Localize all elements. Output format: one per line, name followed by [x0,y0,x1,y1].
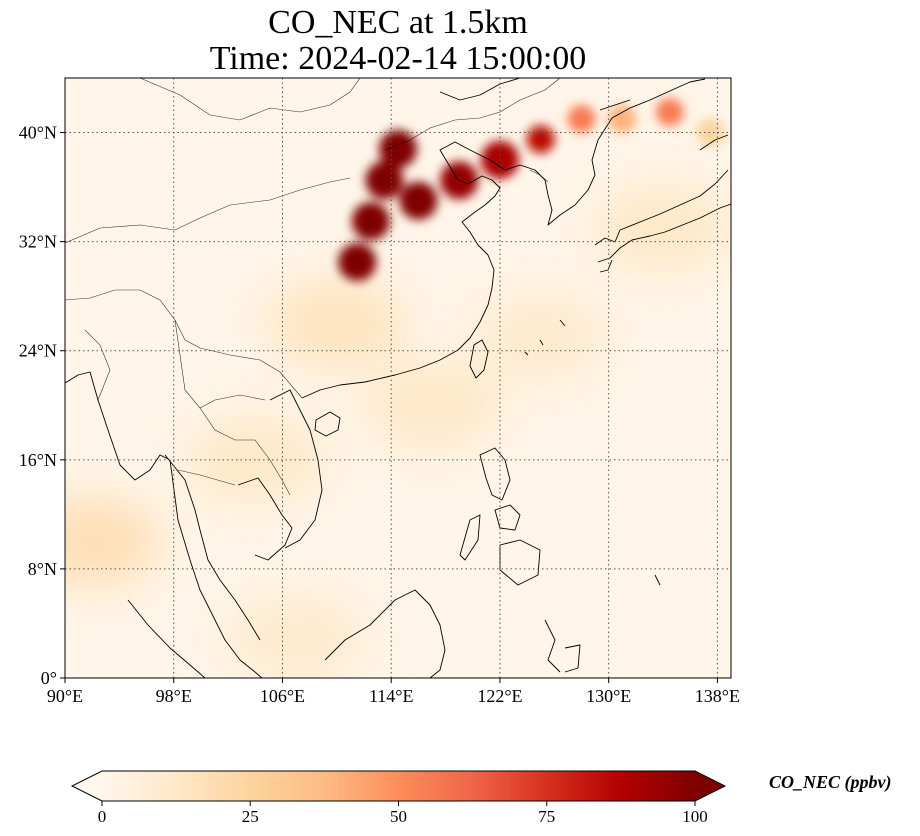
x-tick-label: 90°E [47,686,83,706]
bg-patch [593,183,731,273]
y-tick-label: 40°N [19,123,57,143]
colorbar-label: CO_NEC (ppbv) [769,772,892,793]
plume-point [696,118,725,147]
x-tick-label: 114°E [369,686,414,706]
bg-patch [266,278,407,369]
x-tick-label: 138°E [695,686,740,706]
colorbar-tick-label: 75 [538,807,555,826]
y-axis: 0° 8°N 16°N 24°N 32°N 40°N [19,123,65,688]
y-tick-label: 32°N [19,232,57,252]
plume-point [526,125,555,154]
concentration-plume [338,98,725,282]
x-tick-label: 122°E [477,686,522,706]
bg-patch [65,496,163,587]
gridlines [65,78,731,678]
coastlines [65,78,731,678]
colorbar-extend-high [695,771,725,801]
colorbar-tick-label: 0 [98,807,107,826]
plume-point [567,104,596,133]
x-axis: 90°E 98°E 106°E 114°E 122°E 130°E 138°E [47,678,740,706]
colorbar-tick-label: 100 [682,807,708,826]
bg-patch [361,360,502,451]
colorbar-ticks: 0 25 50 75 100 [98,801,708,826]
plume-point [379,129,417,168]
plume-point [338,243,377,282]
y-tick-label: 0° [41,668,57,688]
bg-patch [470,292,611,383]
plume-point [399,181,438,220]
plume-point [351,202,390,241]
y-tick-label: 16°N [19,450,57,470]
chart-subtitle: Time: 2024-02-14 15:00:00 [209,40,587,77]
y-tick-label: 8°N [28,559,57,579]
bg-patch [226,592,367,678]
plume-point [608,104,637,133]
plume-point [365,161,404,200]
concentration-background [65,183,731,678]
country-borders [65,78,561,496]
chart-title: CO_NEC at 1.5km [268,4,528,41]
colorbar: 0 25 50 75 100 CO_NEC (ppbv) [70,770,892,826]
plume-point [655,98,684,127]
colorbar-tick-label: 50 [390,807,407,826]
map-frame [64,77,732,679]
x-tick-label: 130°E [586,686,631,706]
colorbar-extend-low [72,771,102,801]
x-tick-label: 106°E [260,686,305,706]
y-tick-label: 24°N [19,341,57,361]
colorbar-tick-label: 25 [242,807,259,826]
x-tick-label: 98°E [156,686,192,706]
